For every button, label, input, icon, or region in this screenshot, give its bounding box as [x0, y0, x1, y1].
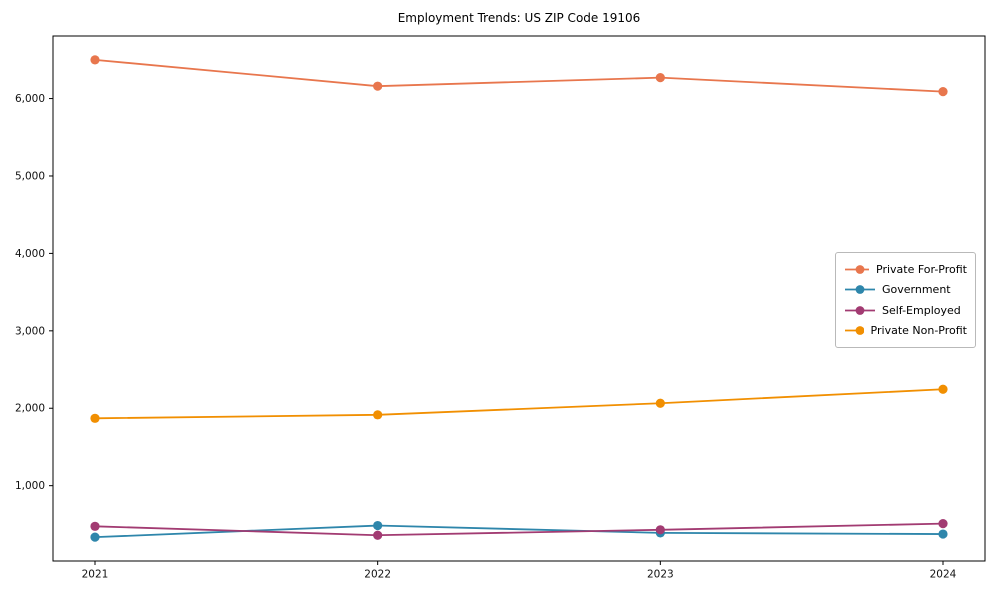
y-tick-label: 6,000 [15, 93, 45, 105]
legend-item: Private Non-Profit [845, 321, 967, 342]
data-point-private-for-profit-2024 [938, 86, 948, 97]
data-point-private-non-profit-2022 [373, 410, 383, 420]
x-tick-label: 2023 [647, 569, 674, 581]
legend-item: Private For-Profit [845, 259, 967, 280]
legend-marker-icon [845, 285, 875, 295]
y-tick-label: 4,000 [15, 248, 45, 260]
data-point-government-2024 [938, 529, 948, 539]
data-point-private-non-profit-2023 [655, 398, 665, 408]
data-point-self-employed-2022 [373, 530, 383, 540]
series-line-private-non-profit [94, 388, 944, 420]
legend-marker-icon [845, 264, 869, 274]
data-point-private-for-profit-2022 [373, 81, 383, 91]
legend-label: Private For-Profit [876, 262, 967, 276]
data-point-government-2021 [90, 532, 100, 542]
y-tick-label: 1,000 [15, 480, 45, 492]
data-point-private-for-profit-2021 [90, 55, 100, 65]
legend-item: Government [845, 280, 967, 301]
chart-title: Employment Trends: US ZIP Code 19106 [397, 11, 641, 25]
legend-marker-icon [845, 305, 875, 315]
data-point-private-non-profit-2024 [938, 384, 948, 394]
legend-marker-icon [845, 326, 864, 336]
legend-label: Self-Employed [882, 303, 961, 317]
data-point-private-for-profit-2023 [655, 73, 665, 83]
data-point-government-2022 [373, 520, 383, 531]
legend-item: Self-Employed [845, 300, 967, 321]
y-tick-label: 5,000 [15, 170, 45, 182]
series-line-private-for-profit [94, 58, 944, 93]
data-point-private-non-profit-2021 [90, 413, 100, 423]
data-point-self-employed-2023 [655, 525, 665, 535]
y-tick-label: 2,000 [15, 403, 45, 415]
legend-label: Government [882, 283, 951, 297]
data-point-self-employed-2024 [938, 519, 948, 529]
plot-area-border [52, 35, 986, 562]
x-tick-label: 2022 [364, 569, 391, 581]
x-tick-label: 2021 [82, 569, 109, 581]
x-tick-label: 2024 [930, 569, 957, 581]
legend: Private For-Profit Government Self-Employe… [835, 252, 976, 348]
data-point-self-employed-2021 [90, 521, 100, 531]
series-line-self-employed [94, 522, 944, 537]
y-tick-label: 3,000 [15, 325, 45, 337]
legend-label: Private Non-Profit [870, 324, 967, 338]
